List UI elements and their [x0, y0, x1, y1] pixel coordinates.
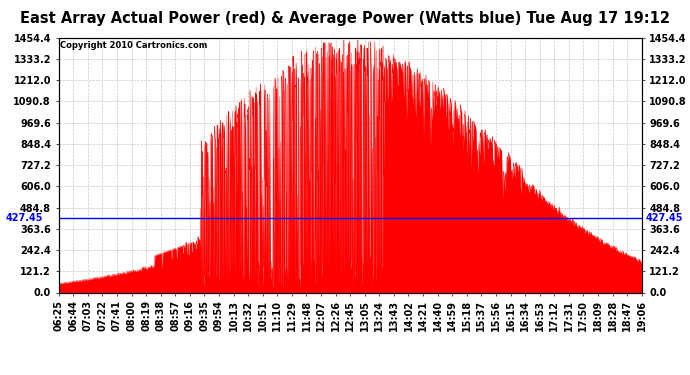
- Text: East Array Actual Power (red) & Average Power (Watts blue) Tue Aug 17 19:12: East Array Actual Power (red) & Average …: [20, 11, 670, 26]
- Text: 427.45: 427.45: [6, 213, 43, 222]
- Text: 427.45: 427.45: [646, 213, 683, 222]
- Text: Copyright 2010 Cartronics.com: Copyright 2010 Cartronics.com: [60, 41, 207, 50]
